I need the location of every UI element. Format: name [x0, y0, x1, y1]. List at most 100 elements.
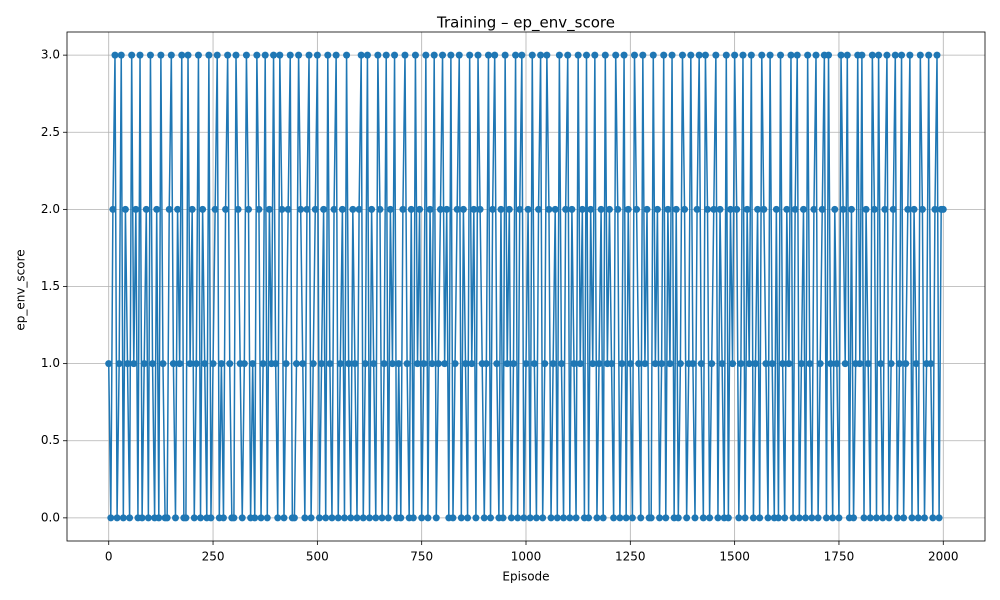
data-point: [293, 360, 300, 368]
data-point: [422, 51, 430, 59]
data-point: [870, 205, 878, 213]
data-point: [783, 205, 791, 213]
data-point: [272, 360, 280, 368]
data-point: [171, 514, 179, 522]
data-point: [614, 205, 622, 213]
data-point: [426, 205, 434, 213]
data-point: [282, 360, 290, 368]
data-point: [176, 360, 184, 368]
data-point: [453, 205, 461, 213]
data-point: [595, 360, 603, 368]
data-point: [501, 51, 509, 59]
data-point: [276, 51, 284, 59]
data-point: [735, 514, 743, 522]
data-point: [683, 514, 691, 522]
data-point: [893, 514, 901, 522]
data-point: [516, 205, 524, 213]
data-point: [336, 360, 344, 368]
data-point: [743, 205, 751, 213]
data-point: [372, 514, 380, 522]
data-point: [633, 205, 641, 213]
data-point: [873, 514, 881, 522]
data-point: [902, 360, 910, 368]
data-point: [330, 205, 338, 213]
data-point: [557, 360, 565, 368]
data-point: [472, 514, 480, 522]
data-point: [904, 205, 912, 213]
data-point: [576, 360, 584, 368]
data-point: [814, 514, 822, 522]
data-point: [363, 51, 371, 59]
data-point: [756, 514, 764, 522]
data-point: [760, 205, 768, 213]
data-point: [207, 514, 215, 522]
y-tick-label: 0.0: [41, 510, 60, 524]
data-point: [900, 514, 908, 522]
data-point: [695, 51, 703, 59]
data-point: [251, 514, 259, 522]
data-point: [270, 51, 278, 59]
data-point: [920, 514, 928, 522]
data-point: [676, 360, 684, 368]
data-point: [643, 205, 651, 213]
data-point: [591, 51, 599, 59]
data-point: [616, 514, 624, 522]
data-point: [380, 360, 388, 368]
data-point: [230, 514, 238, 522]
data-point: [274, 514, 282, 522]
data-point: [818, 205, 826, 213]
data-point: [491, 51, 499, 59]
data-point: [858, 51, 866, 59]
data-point: [668, 51, 676, 59]
data-point: [605, 205, 613, 213]
x-tick-label: 1000: [511, 550, 542, 564]
data-point: [578, 205, 586, 213]
data-point: [906, 51, 914, 59]
data-point: [535, 205, 543, 213]
data-point: [126, 514, 134, 522]
data-point: [766, 51, 774, 59]
data-point: [562, 205, 570, 213]
data-point: [436, 205, 444, 213]
data-point: [382, 51, 390, 59]
data-point: [710, 205, 718, 213]
data-point: [416, 205, 424, 213]
data-point: [835, 514, 843, 522]
data-point: [879, 514, 887, 522]
data-point: [841, 360, 849, 368]
data-point: [424, 514, 432, 522]
data-point: [729, 360, 737, 368]
data-point: [574, 51, 582, 59]
data-point: [802, 514, 810, 522]
data-point: [322, 514, 330, 522]
x-tick-label: 1750: [824, 550, 855, 564]
data-point: [747, 51, 755, 59]
data-point: [674, 514, 682, 522]
data-point: [487, 514, 495, 522]
data-point: [355, 205, 363, 213]
data-point: [188, 205, 196, 213]
data-point: [626, 360, 634, 368]
data-point: [368, 205, 376, 213]
data-point: [184, 51, 192, 59]
data-point: [295, 51, 303, 59]
data-point: [338, 205, 346, 213]
data-point: [914, 514, 922, 522]
data-point: [395, 360, 403, 368]
data-point: [209, 360, 217, 368]
data-point: [701, 51, 709, 59]
data-point: [443, 205, 451, 213]
data-point: [530, 360, 538, 368]
data-point: [541, 360, 549, 368]
data-point: [927, 360, 935, 368]
data-point: [299, 360, 307, 368]
data-point: [829, 514, 837, 522]
data-point: [850, 514, 858, 522]
data-point: [192, 360, 200, 368]
data-point: [157, 51, 165, 59]
data-point: [737, 360, 745, 368]
data-point: [194, 51, 202, 59]
data-point: [918, 205, 926, 213]
data-point: [320, 205, 328, 213]
data-point: [799, 205, 807, 213]
